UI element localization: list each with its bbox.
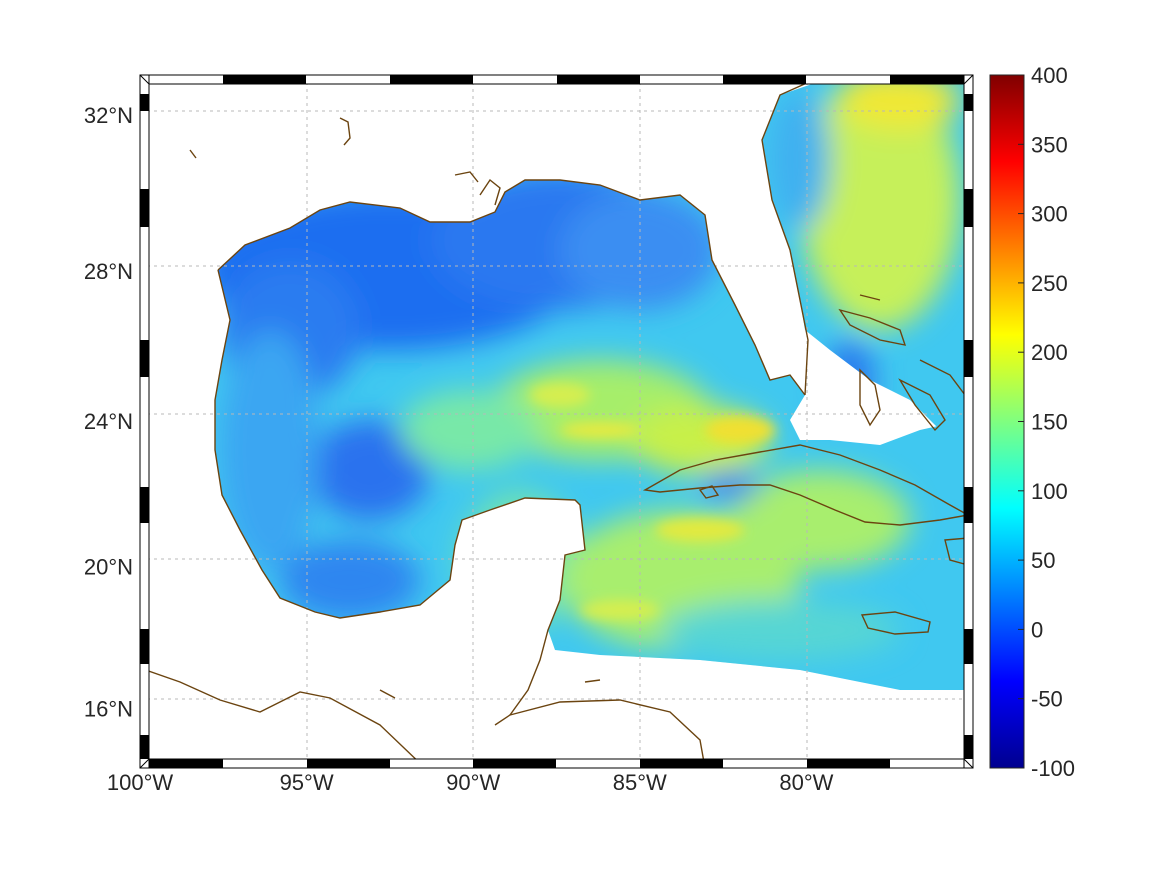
latitude-tick-label: 20°N: [84, 555, 133, 580]
colorbar-tick-label: 100: [1031, 479, 1068, 504]
colorbar-tick-label: 250: [1031, 271, 1068, 296]
colorbar-tick-label: -100: [1031, 756, 1075, 781]
coastlines: [140, 77, 971, 768]
longitude-tick-label: 100°W: [107, 770, 174, 795]
colorbar-tick-label: 150: [1031, 410, 1068, 435]
latitude-labels: 32°N 28°N 24°N 20°N 16°N: [84, 103, 133, 722]
colorbar-tick-label: 200: [1031, 340, 1068, 365]
colorbar-tick-label: 0: [1031, 617, 1043, 642]
latitude-tick-label: 28°N: [84, 259, 133, 284]
longitude-labels: 100°W 95°W 90°W 85°W 80°W: [107, 770, 834, 795]
longitude-tick-label: 90°W: [446, 770, 500, 795]
grid-lines: [140, 75, 973, 768]
longitude-tick-label: 80°W: [779, 770, 833, 795]
latitude-tick-label: 16°N: [84, 697, 133, 722]
map-frame: [139, 74, 974, 769]
colorbar-tick-label: 350: [1031, 132, 1068, 157]
colorbar-tick-label: 300: [1031, 202, 1068, 227]
colorbar-ticks: 400 350 300 250 200 150 100 50 0 -50 -100: [1018, 63, 1075, 781]
colorbar-tick-label: 50: [1031, 548, 1055, 573]
colorbar: 400 350 300 250 200 150 100 50 0 -50 -100: [989, 63, 1075, 781]
colorbar-tick-label: 400: [1031, 63, 1068, 88]
longitude-tick-label: 95°W: [280, 770, 334, 795]
latitude-tick-label: 32°N: [84, 103, 133, 128]
longitude-tick-label: 85°W: [613, 770, 667, 795]
data-field: [215, 82, 965, 690]
colorbar-tick-label: -50: [1031, 687, 1063, 712]
latitude-tick-label: 24°N: [84, 409, 133, 434]
